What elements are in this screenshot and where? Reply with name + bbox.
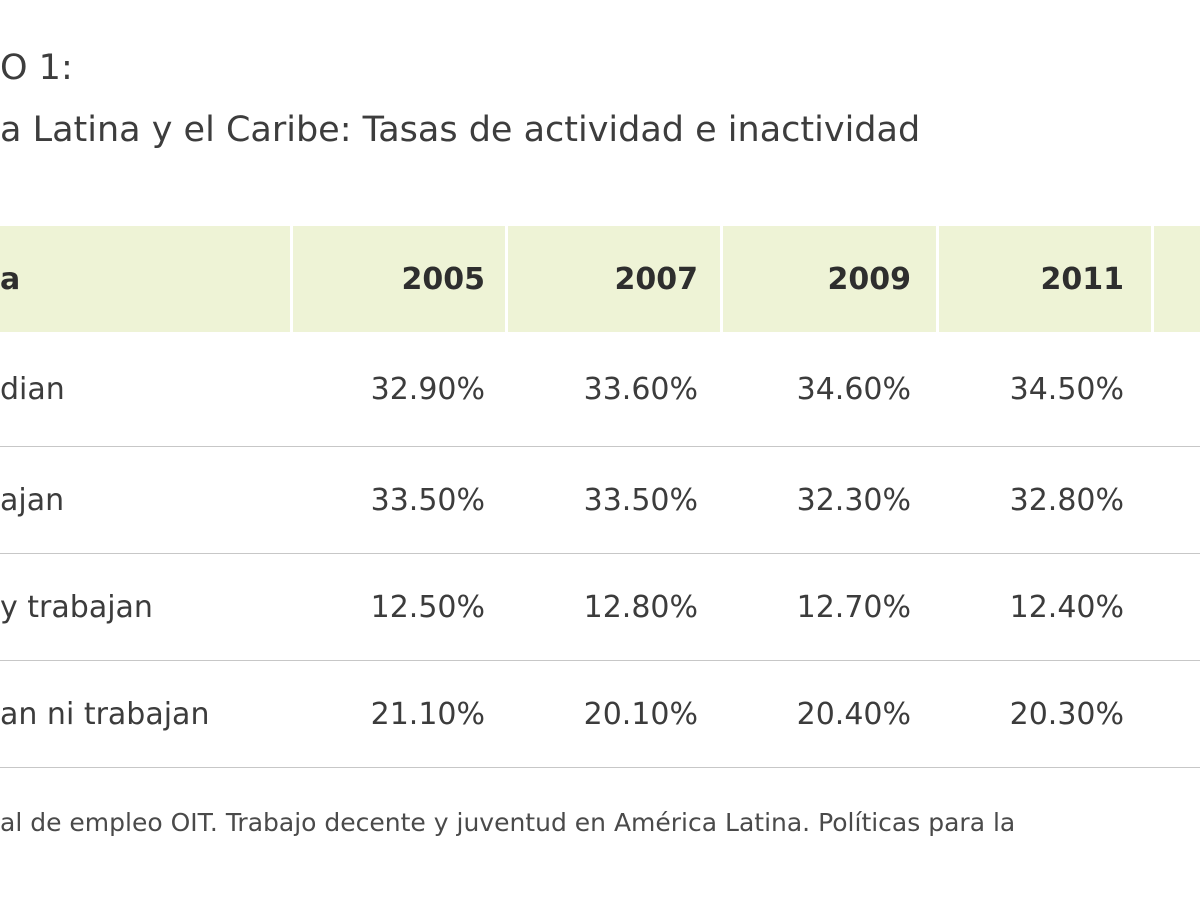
cell-cropped — [1154, 554, 1200, 660]
cell-2009: 32.30% — [796, 482, 911, 518]
data-table: a 2005 2007 2009 2011 dian 32.90% 33.60%… — [0, 226, 1200, 768]
table-number-heading: O 1: — [0, 48, 73, 88]
cell-2009: 34.60% — [796, 371, 911, 407]
cell-2007: 33.50% — [583, 482, 698, 518]
header-cell-2009: 2009 — [723, 226, 936, 332]
cell-2009: 20.40% — [796, 696, 911, 732]
cell-cropped — [1154, 332, 1200, 446]
cell-2005: 33.50% — [370, 482, 485, 518]
table-row: y trabajan 12.50% 12.80% 12.70% 12.40% — [0, 554, 1200, 661]
cell-2011: 32.80% — [1009, 482, 1124, 518]
header-cell-2007: 2007 — [508, 226, 720, 332]
cell-2007: 33.60% — [583, 371, 698, 407]
cell-2005: 21.10% — [370, 696, 485, 732]
row-label: y trabajan — [0, 589, 153, 625]
header-cell-cropped — [1154, 226, 1200, 332]
table-row: ajan 33.50% 33.50% 32.30% 32.80% — [0, 447, 1200, 554]
row-label: ajan — [0, 482, 65, 518]
cell-2007: 20.10% — [583, 696, 698, 732]
header-cell-2005: 2005 — [293, 226, 505, 332]
cell-2011: 12.40% — [1009, 589, 1124, 625]
cell-2011: 20.30% — [1009, 696, 1124, 732]
row-label: dian — [0, 371, 65, 407]
header-cell-category: a — [0, 226, 290, 332]
cell-2011: 34.50% — [1009, 371, 1124, 407]
table-header-row: a 2005 2007 2009 2011 — [0, 226, 1200, 332]
source-note: al de empleo OIT. Trabajo decente y juve… — [0, 808, 1016, 837]
cell-2005: 32.90% — [370, 371, 485, 407]
row-label: an ni trabajan — [0, 696, 210, 732]
header-cell-2011: 2011 — [939, 226, 1151, 332]
table-row: dian 32.90% 33.60% 34.60% 34.50% — [0, 332, 1200, 447]
cell-cropped — [1154, 661, 1200, 767]
cell-2009: 12.70% — [796, 589, 911, 625]
cell-2005: 12.50% — [370, 589, 485, 625]
cell-cropped — [1154, 447, 1200, 553]
table-row: an ni trabajan 21.10% 20.10% 20.40% 20.3… — [0, 661, 1200, 768]
table-title: a Latina y el Caribe: Tasas de actividad… — [0, 110, 921, 150]
cell-2007: 12.80% — [583, 589, 698, 625]
